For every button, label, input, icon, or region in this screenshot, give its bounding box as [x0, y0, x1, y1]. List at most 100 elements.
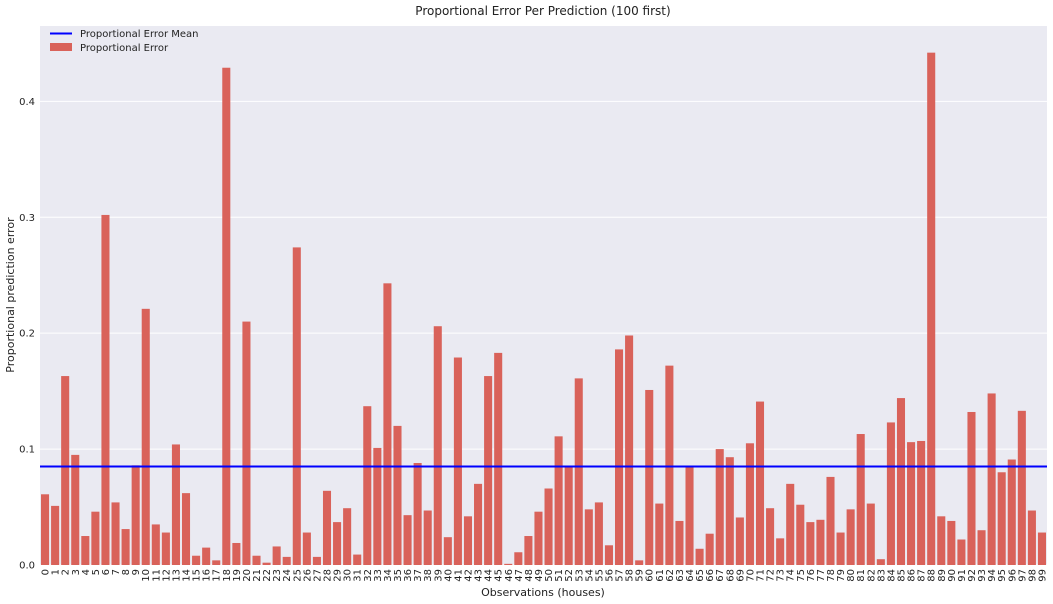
bar-68: [725, 457, 734, 565]
x-tick-label: 72: [766, 569, 777, 582]
bar-95: [997, 472, 1006, 565]
bar-32: [363, 406, 372, 565]
bar-28: [322, 490, 332, 565]
x-tick-label: 76: [806, 569, 817, 582]
x-tick-label: 75: [796, 569, 807, 582]
x-tick-label: 34: [383, 569, 394, 582]
bar-92: [967, 411, 976, 565]
x-tick-label: 59: [635, 569, 646, 582]
bar-91: [957, 539, 966, 565]
x-tick-label: 49: [534, 569, 545, 582]
x-axis-title: Observations (houses): [481, 586, 605, 599]
x-tick-label: 51: [554, 569, 565, 582]
bar-69: [735, 517, 744, 565]
bar-80: [846, 509, 855, 565]
bar-13: [171, 444, 180, 565]
x-tick-label: 96: [1007, 569, 1018, 582]
bar-61: [655, 503, 664, 565]
bar-42: [463, 516, 473, 565]
x-tick-label: 22: [262, 569, 273, 582]
bar-19: [232, 542, 241, 565]
x-tick-label: 18: [222, 569, 233, 582]
bar-84: [886, 422, 895, 565]
bar-30: [343, 508, 352, 565]
bar-82: [866, 503, 875, 565]
legend-mean-label: Proportional Error Mean: [80, 29, 198, 40]
y-tick-label: 0.4: [19, 97, 35, 108]
x-tick-label: 25: [292, 569, 303, 582]
y-tick-label: 0.3: [19, 213, 35, 224]
bar-1: [51, 505, 60, 565]
bar-38: [423, 510, 432, 565]
x-tick-label: 93: [977, 569, 988, 582]
bar-23: [272, 546, 281, 565]
bar-74: [786, 483, 795, 565]
x-tick-label: 48: [524, 569, 535, 582]
bar-29: [333, 522, 342, 565]
bar-25: [292, 247, 301, 565]
legend-bar-swatch: [50, 43, 72, 51]
x-tick-label: 44: [484, 569, 495, 582]
bar-87: [917, 440, 926, 565]
bar-54: [584, 509, 593, 565]
x-tick-label: 12: [161, 569, 172, 582]
x-tick-label: 29: [333, 569, 344, 582]
x-tick-label: 23: [272, 569, 283, 582]
x-tick-label: 92: [967, 569, 978, 582]
x-tick-label: 0: [41, 569, 52, 575]
x-tick-label: 80: [846, 569, 857, 582]
bar-51: [554, 436, 563, 565]
x-tick-label: 33: [373, 569, 384, 582]
bar-97: [1017, 410, 1026, 565]
bar-44: [484, 376, 493, 565]
x-tick-label: 27: [312, 569, 323, 582]
y-tick-label: 0.2: [19, 329, 35, 340]
x-tick-label: 38: [423, 569, 434, 582]
x-tick-label: 47: [514, 569, 525, 582]
x-tick-label: 11: [151, 569, 162, 582]
bar-34: [383, 283, 392, 565]
bar-18: [222, 67, 231, 565]
bar-2: [61, 376, 70, 565]
bar-40: [443, 537, 452, 565]
y-axis-title: Proportional prediction error: [4, 217, 17, 373]
bar-7: [111, 502, 120, 565]
bar-56: [604, 545, 613, 565]
bar-12: [161, 532, 170, 565]
x-tick-label: 40: [443, 569, 454, 582]
x-tick-label: 82: [866, 569, 877, 582]
x-tick-label: 52: [564, 569, 575, 582]
bar-22: [262, 562, 271, 565]
x-tick-label: 64: [685, 569, 696, 582]
bar-0: [41, 494, 50, 565]
bar-3: [71, 454, 80, 565]
x-tick-label: 7: [111, 569, 122, 575]
bar-70: [745, 443, 754, 565]
bar-41: [453, 357, 462, 565]
y-tick-labels: 0.0 0.1 0.2 0.3 0.4: [19, 97, 35, 572]
bar-88: [927, 52, 936, 566]
bar-17: [212, 560, 221, 565]
x-tick-label: 19: [232, 569, 243, 582]
bar-67: [715, 449, 724, 565]
bar-78: [826, 476, 835, 565]
x-tick-label: 26: [302, 569, 313, 582]
x-tick-label: 66: [705, 569, 716, 582]
x-tick-label: 10: [141, 569, 152, 582]
x-tick-label: 98: [1027, 569, 1038, 582]
x-tick-label: 35: [393, 569, 404, 582]
legend-bar-label: Proportional Error: [80, 43, 169, 54]
bar-6: [101, 214, 110, 565]
x-tick-label: 73: [776, 569, 787, 582]
bar-8: [121, 529, 130, 565]
plot-background: [40, 26, 1047, 565]
x-tick-label: 65: [695, 569, 706, 582]
x-tick-label: 58: [625, 569, 636, 582]
x-tick-label: 16: [202, 569, 213, 582]
chart-title: Proportional Error Per Prediction (100 f…: [415, 4, 670, 18]
x-tick-label: 69: [735, 569, 746, 582]
x-tick-labels: 0 1 2 3 4 5 6 7 8 9 10 11 12 13 14 15 16 17 18 19 20 21 22 23 24…: [41, 569, 1049, 582]
bar-71: [755, 401, 765, 565]
bar-45: [494, 352, 503, 565]
